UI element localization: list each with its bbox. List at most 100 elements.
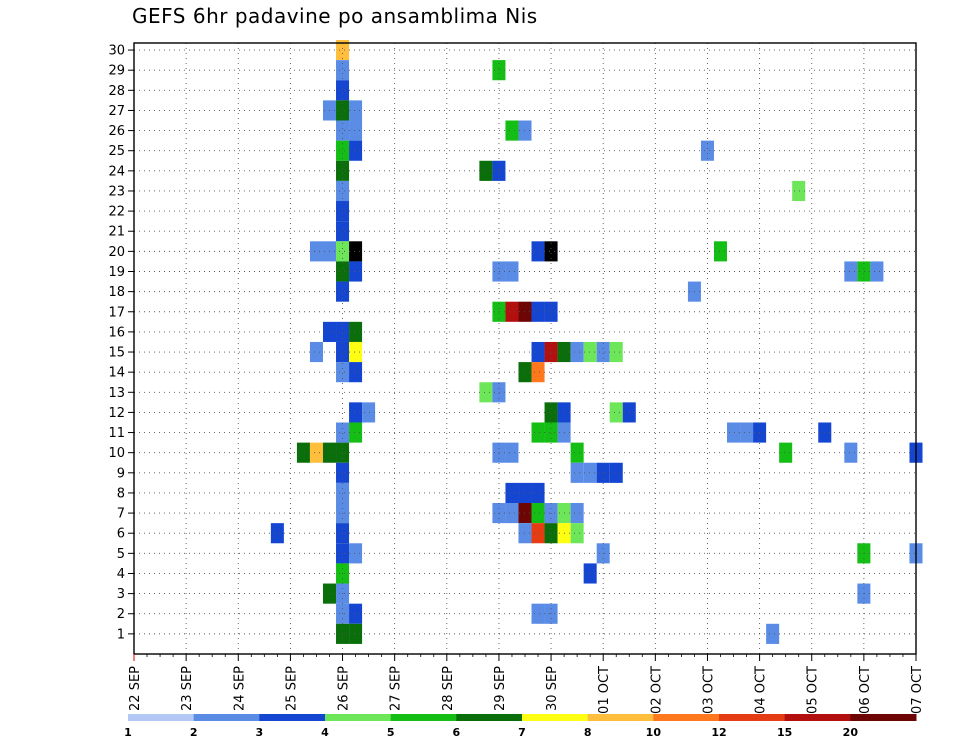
y-tick-label: 6 (117, 527, 125, 542)
heatmap-cell (779, 442, 793, 463)
colorbar-label: 20 (843, 726, 859, 739)
heatmap-cell (492, 160, 506, 181)
heatmap-cell (349, 321, 363, 342)
x-tick-label: 07 OCT (910, 666, 925, 714)
heatmap-cell (531, 341, 545, 363)
heatmap-cell (492, 382, 506, 403)
colorbar-label: 12 (711, 726, 726, 739)
heatmap-cell (727, 422, 741, 443)
x-tick-label: 30 SEP (545, 666, 560, 711)
heatmap-cell (349, 261, 363, 282)
heatmap-cell (844, 442, 858, 463)
heatmap-cell (609, 462, 623, 483)
heatmap-cell (505, 503, 519, 524)
colorbar-swatch (325, 714, 392, 721)
x-tick-label: 23 SEP (180, 666, 195, 711)
y-tick-label: 30 (108, 44, 125, 59)
heatmap-cell (492, 261, 506, 282)
heatmap-cell (531, 422, 545, 443)
heatmap-cell (349, 623, 363, 644)
y-tick-label: 26 (108, 124, 125, 139)
y-tick-label: 7 (117, 507, 125, 522)
y-tick-label: 11 (108, 426, 125, 441)
heatmap-cell (336, 241, 350, 262)
heatmap-cell (505, 301, 519, 322)
heatmap-cell (492, 442, 506, 463)
heatmap-cell (349, 241, 363, 262)
x-tick-label: 06 OCT (858, 666, 873, 714)
heatmap-cell (336, 281, 350, 302)
heatmap-cell (505, 120, 519, 141)
heatmap-cell (349, 603, 363, 624)
heatmap-cell (870, 261, 884, 282)
heatmap-cell (857, 261, 871, 282)
heatmap-cell (349, 140, 363, 161)
heatmap-cell (570, 341, 584, 363)
y-tick-label: 27 (108, 104, 125, 119)
y-tick-label: 29 (108, 64, 125, 79)
y-tick-label: 10 (108, 446, 125, 461)
colorbar-swatch (850, 714, 917, 721)
y-tick-label: 14 (108, 366, 125, 381)
heatmap-cell (544, 422, 558, 443)
heatmap-cell (583, 462, 597, 483)
x-tick-label: 02 OCT (649, 666, 664, 714)
heatmap-cell (700, 140, 714, 161)
heatmap-cell (479, 382, 493, 403)
colorbar-label: 1 (124, 726, 132, 739)
heatmap-cell (531, 482, 545, 504)
y-tick-label: 24 (108, 164, 125, 179)
y-tick-label: 1 (117, 627, 125, 642)
heatmap-cell (792, 180, 806, 202)
colorbar-label: 15 (777, 726, 792, 739)
y-tick-label: 25 (108, 144, 125, 159)
heatmap-cell (531, 523, 545, 544)
x-axis: 22 SEP 23 SEP 24 SEP 25 SEP 26 SEP 27 SEP 28 S… (128, 654, 925, 714)
y-tick-label: 17 (108, 305, 125, 320)
heatmap-cell (570, 442, 584, 463)
colorbar-swatch (128, 714, 195, 721)
colorbar-swatch (784, 714, 851, 721)
heatmap-cell (531, 503, 545, 524)
heatmap-cell (596, 462, 610, 483)
colorbar-label: 5 (387, 726, 395, 739)
heatmap-cell (766, 623, 780, 644)
colorbar-label: 4 (321, 726, 329, 739)
heatmap-cell (740, 422, 754, 443)
heatmap-cell (336, 422, 350, 443)
heatmap-cell (336, 321, 350, 342)
heatmap-cell (309, 241, 323, 262)
y-tick-label: 18 (108, 285, 125, 300)
y-tick-label: 4 (117, 567, 125, 582)
x-tick-label: 03 OCT (701, 666, 716, 714)
heatmap-cell (336, 221, 350, 242)
heatmap-cell (349, 402, 363, 423)
colorbar-label: 6 (453, 726, 461, 739)
heatmap-cell (336, 120, 350, 141)
heatmap-cell (336, 80, 350, 101)
heatmap-cell (544, 241, 558, 262)
colorbar-swatch (390, 714, 457, 721)
colorbar-label: 10 (646, 726, 662, 739)
y-tick-label: 12 (108, 406, 125, 421)
heatmap-cell (362, 402, 376, 423)
colorbar-label: 8 (584, 726, 592, 739)
y-tick-label: 22 (108, 205, 125, 220)
colorbar-swatch (193, 714, 260, 721)
colorbar-swatch (259, 714, 326, 721)
heatmap-cell (492, 301, 506, 322)
colorbar-label: 7 (518, 726, 526, 739)
heatmap-cell (596, 341, 610, 363)
heatmap-cell (844, 261, 858, 282)
heatmap-cell (505, 482, 519, 504)
heatmap-cell (349, 422, 363, 443)
heatmap-cell (336, 39, 350, 61)
colorbar-swatch (719, 714, 786, 721)
heatmap-cell (336, 462, 350, 483)
x-tick-label: 22 SEP (128, 666, 143, 711)
heatmap-cell (583, 563, 597, 584)
heatmap-cell (336, 442, 350, 463)
x-tick-label: 26 SEP (337, 666, 352, 711)
x-tick-label: 24 SEP (232, 666, 247, 711)
